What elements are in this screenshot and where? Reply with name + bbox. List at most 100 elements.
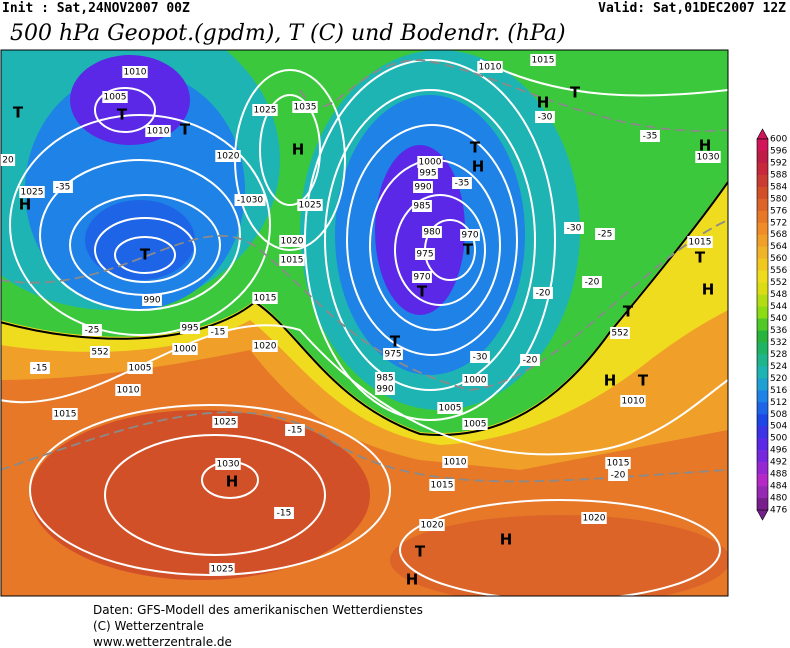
colorbar-band <box>757 174 768 188</box>
isoline-label: -15 <box>211 328 226 338</box>
colorbar-band <box>757 246 768 259</box>
label-box <box>127 362 153 374</box>
isoline-label: 1030 <box>697 153 720 163</box>
colorbar-band <box>757 366 768 379</box>
colorbar-band <box>757 474 768 487</box>
label-box <box>279 235 305 247</box>
label-box <box>375 383 395 395</box>
label-box <box>640 130 660 142</box>
footer-url: www.wetterzentrale.de <box>93 635 232 648</box>
isoline-label: 1000 <box>464 376 487 386</box>
colorbar-band <box>757 342 768 355</box>
isoline-label: -25 <box>598 230 613 240</box>
pressure-center: T <box>140 246 151 264</box>
colorbar-label: 492 <box>770 458 787 468</box>
colorbar-label: 516 <box>770 386 787 396</box>
label-box <box>234 194 266 206</box>
colorbar-label: 568 <box>770 230 787 240</box>
colorbar-label: 504 <box>770 422 787 432</box>
isoline-label: 985 <box>413 202 430 212</box>
colorbar-label: 596 <box>770 146 787 156</box>
isoline-label: 1015 <box>607 459 630 469</box>
label-box <box>415 248 435 260</box>
label-box <box>533 287 553 299</box>
label-box <box>535 111 555 123</box>
label-box <box>252 292 278 304</box>
footer-source: Daten: GFS-Modell des amerikanischen Wet… <box>93 603 423 617</box>
isoline-label: 1010 <box>444 458 467 468</box>
label-box <box>122 66 148 78</box>
label-box <box>418 167 438 179</box>
isoline-label: 1020 <box>583 514 606 524</box>
colorbar-label: 524 <box>770 362 787 372</box>
colorbar-band <box>757 162 768 176</box>
label-box <box>462 374 488 386</box>
isoline-label: 1035 <box>294 103 317 113</box>
colorbar-label: 484 <box>770 482 787 492</box>
colorbar-frame <box>756 138 769 511</box>
label-box <box>462 418 488 430</box>
colorbar-label: 572 <box>770 218 787 228</box>
isoline-label: -30 <box>567 224 582 234</box>
isoline-label: 1000 <box>419 158 442 168</box>
isoline-label: 552 <box>611 329 628 339</box>
pressure-center: T <box>463 241 474 259</box>
colorbar-label: 520 <box>770 374 787 384</box>
label-box <box>620 395 646 407</box>
colorbar-arrow-bottom <box>756 509 769 521</box>
colorbar-label: 588 <box>770 170 787 180</box>
colorbar-band <box>757 186 768 200</box>
colorbar-band <box>757 258 768 271</box>
isoline-label: -1030 <box>237 196 263 206</box>
isoline-label: -15 <box>277 509 292 519</box>
isoline-label: -20 <box>523 356 538 366</box>
label-box <box>383 348 403 360</box>
isoline-label: 1020 <box>217 152 240 162</box>
label-box <box>52 408 78 420</box>
label-box <box>605 457 631 469</box>
label-box <box>274 507 294 519</box>
isoline-label: 1015 <box>54 410 77 420</box>
label-box <box>215 458 241 470</box>
isoline-label: 1010 <box>124 68 147 78</box>
isoline-label: -35 <box>455 179 470 189</box>
isoline-label: 985 <box>376 374 393 384</box>
label-box <box>470 351 490 363</box>
pressure-center: T <box>470 139 481 157</box>
isoline-label: 990 <box>414 183 431 193</box>
label-box <box>422 226 442 238</box>
isoline-label: -30 <box>473 353 488 363</box>
isoline-label: 1010 <box>622 397 645 407</box>
colorbar-label: 552 <box>770 278 787 288</box>
colorbar-label: 556 <box>770 266 787 276</box>
isoline-label: 1005 <box>104 93 127 103</box>
colorbar-label: 592 <box>770 158 787 168</box>
isoline-label: -30 <box>538 113 553 123</box>
colorbar-label: 540 <box>770 314 787 324</box>
label-box <box>142 294 162 306</box>
isoline-label: 970 <box>413 273 430 283</box>
colorbar-band <box>757 210 768 224</box>
isoline-label: 1025 <box>214 418 237 428</box>
label-box <box>208 326 228 338</box>
label-box <box>582 276 602 288</box>
colorbar-band <box>757 282 768 295</box>
pressure-center: H <box>500 531 513 549</box>
colorbar-band <box>757 486 768 499</box>
pressure-center: T <box>13 104 24 122</box>
init-time: Init : Sat,24NOV2007 00Z <box>2 1 190 16</box>
label-box <box>180 322 200 334</box>
label-box <box>452 177 472 189</box>
map-frame <box>0 49 729 597</box>
pressure-center: T <box>695 249 706 267</box>
pressure-center: T <box>117 106 128 124</box>
isoline-label: 1020 <box>254 342 277 352</box>
isoline-label: -35 <box>643 132 658 142</box>
label-box <box>477 61 503 73</box>
colorbar-label: 476 <box>770 506 787 516</box>
isoline-label: 990 <box>376 385 393 395</box>
label-box <box>172 343 198 355</box>
pressure-center: H <box>702 281 715 299</box>
